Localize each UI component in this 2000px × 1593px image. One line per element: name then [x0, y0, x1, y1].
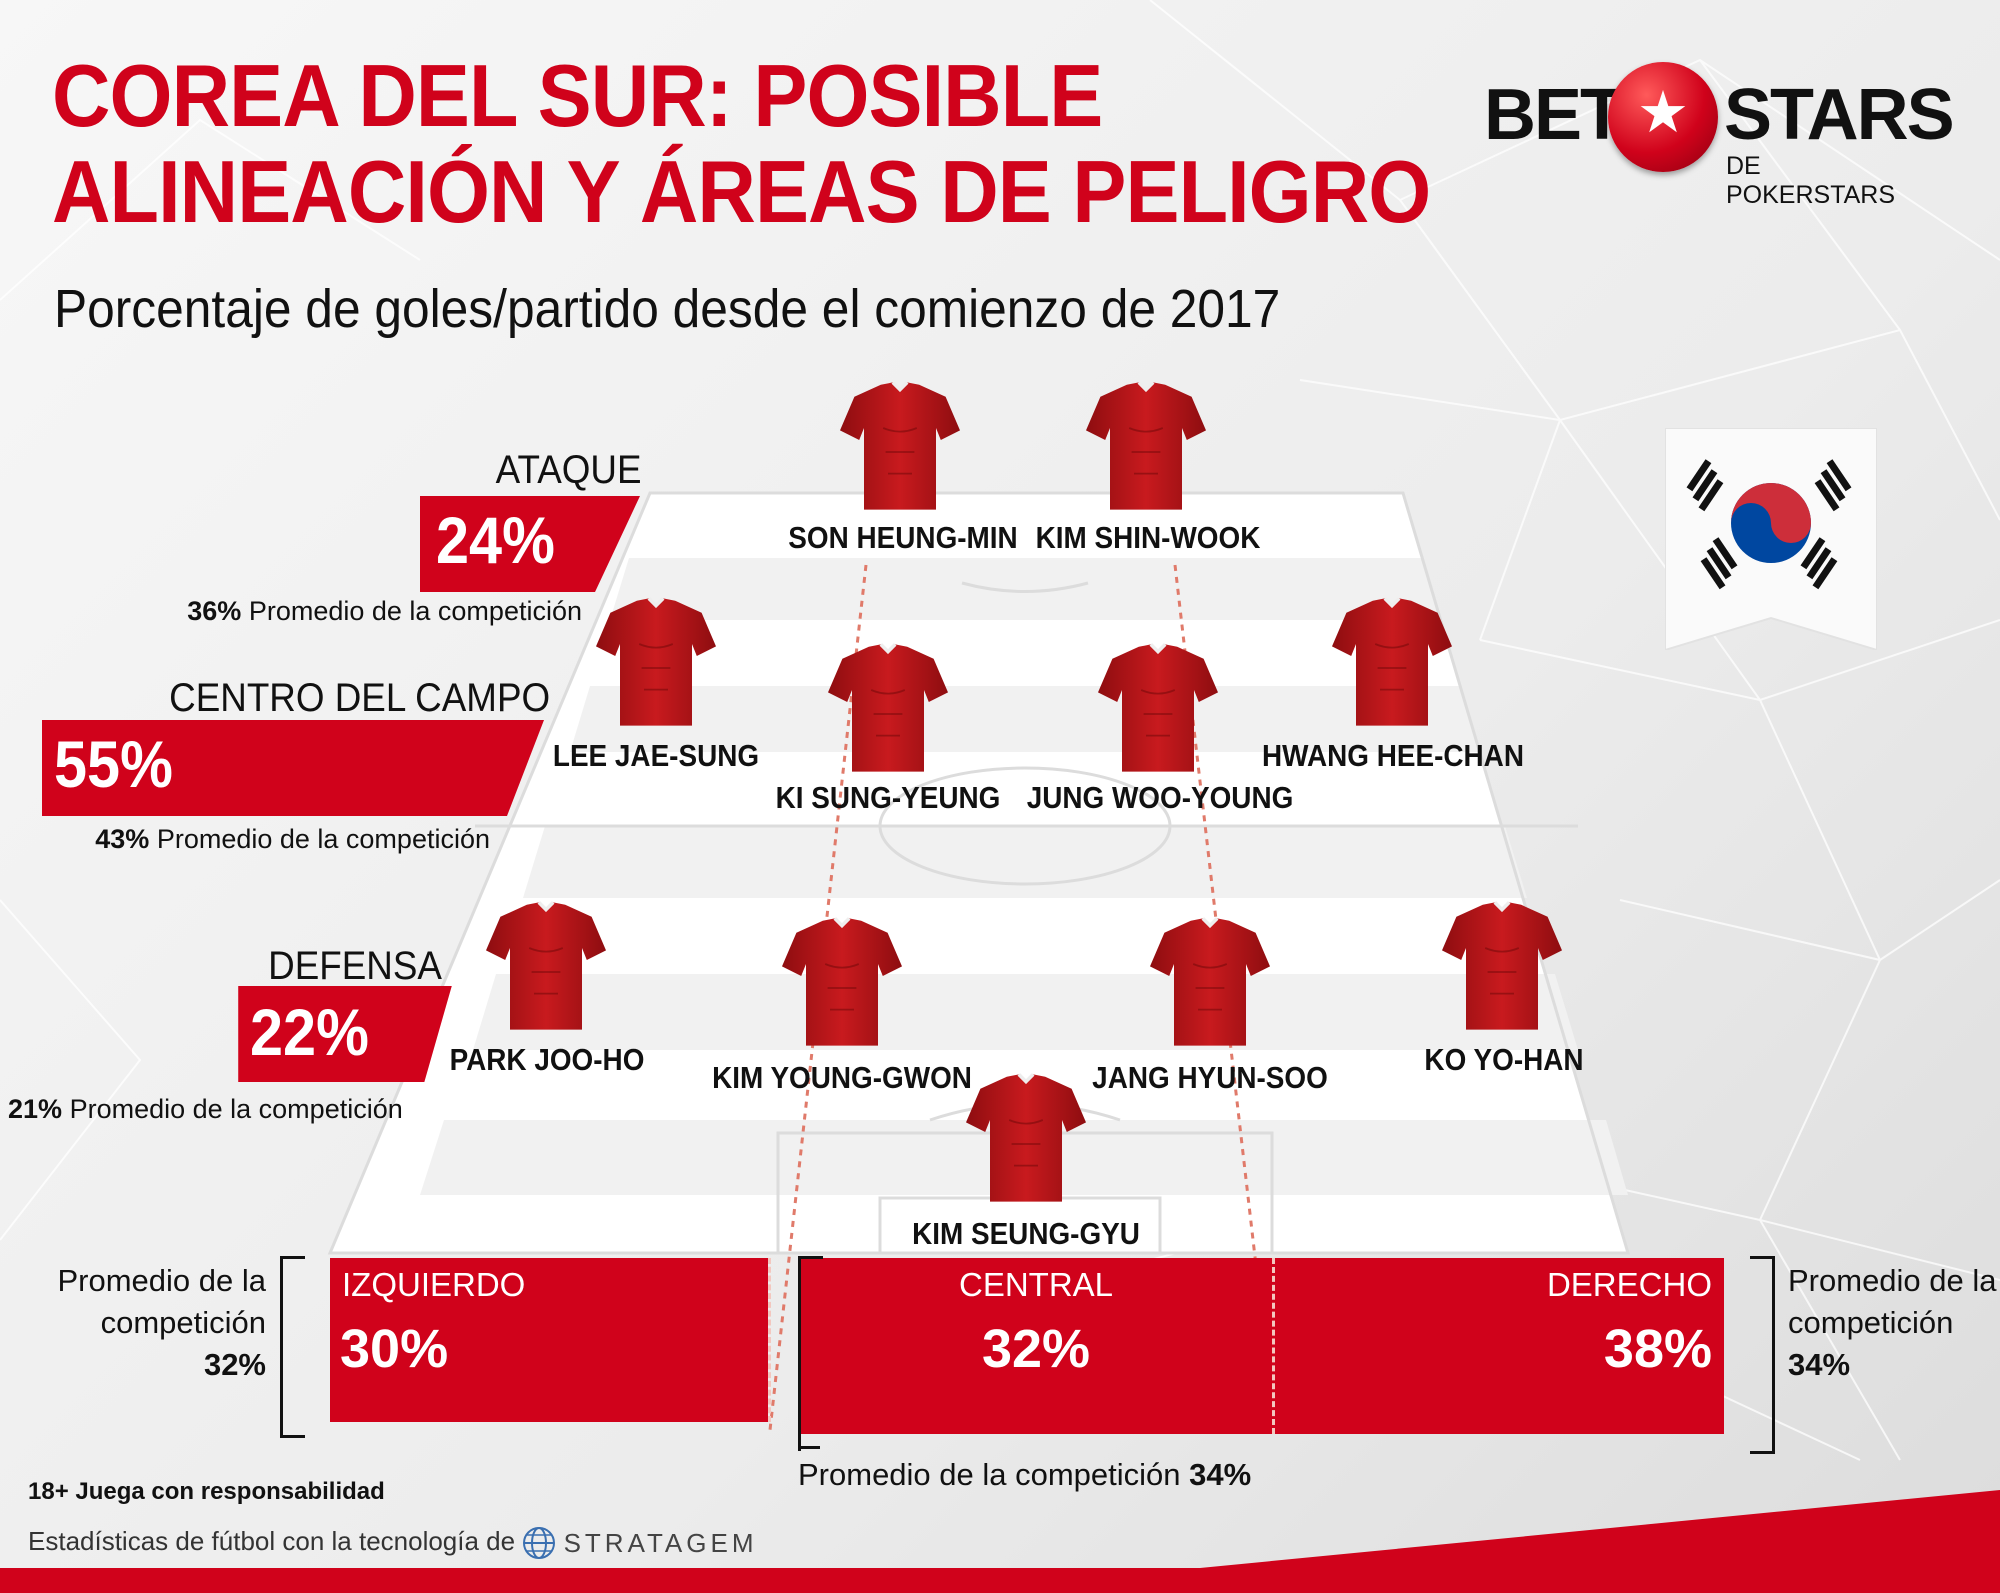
title-line-2: ALINEACIÓN Y ÁREAS DE PELIGRO [52, 142, 1431, 241]
right-side-box: DERECHO 38% [1274, 1258, 1724, 1434]
logo-subtitle: DE POKERSTARS [1726, 152, 1896, 209]
jersey-icon [834, 380, 966, 512]
jersey-icon [1436, 900, 1568, 1032]
defense-pct-box [238, 986, 452, 1082]
section-label-attack: ATAQUE [496, 448, 642, 492]
star-icon: ★ [1637, 80, 1689, 145]
defense-pct: 22% [250, 995, 369, 1069]
stratagem-logo-text: STRATAGEM [563, 1527, 758, 1558]
jersey-icon [590, 596, 722, 728]
jersey-icon [480, 900, 612, 1032]
page-subtitle: Porcentaje de goles/partido desde el com… [54, 279, 1281, 339]
defense-average: 21% Promedio de la competición [8, 1094, 403, 1125]
player-name: SON HEUNG-MIN [788, 520, 1018, 555]
jersey-icon [1092, 642, 1224, 774]
player-name: PARK JOO-HO [449, 1042, 645, 1077]
left-side-average: Promedio de la competición 32% [57, 1260, 266, 1386]
south-korea-flag-icon [1665, 428, 1877, 650]
player-name: KI SUNG-YEUNG [775, 780, 1001, 815]
right-side-average: Promedio de la competición 34% [1788, 1260, 1997, 1386]
left-side-box: IZQUIERDO 30% [330, 1258, 768, 1422]
player-name: KIM SHIN-WOOK [1035, 520, 1261, 555]
pitch-stripes [420, 558, 1628, 1195]
jersey-icon [960, 1072, 1092, 1204]
left-average-line2: competición [100, 1305, 266, 1340]
jersey-icon [1080, 380, 1212, 512]
player-name: KO YO-HAN [1424, 1042, 1584, 1077]
player-name: KIM SEUNG-GYU [912, 1216, 1140, 1251]
defense-average-text: Promedio de la competición [69, 1094, 403, 1124]
player-name: HWANG HEE-CHAN [1262, 738, 1524, 773]
attack-average-text: Promedio de la competición [248, 596, 582, 626]
player-name: KIM YOUNG-GWON [712, 1060, 972, 1095]
jersey-icon [822, 642, 954, 774]
midfield-average-text: Promedio de la competición [156, 824, 490, 854]
player-name: LEE JAE-SUNG [552, 738, 760, 773]
attack-pct: 24% [436, 503, 555, 577]
bottom-band [0, 1490, 2000, 1593]
center-bracket-bottom [798, 1446, 820, 1449]
title-line-1: COREA DEL SUR: POSIBLE [52, 46, 1103, 145]
right-average-line2: competición [1788, 1305, 1954, 1340]
defense-average-value: 21% [8, 1094, 63, 1124]
center-side-label: CENTRAL [958, 1266, 1114, 1303]
left-average-value: 32% [203, 1347, 266, 1382]
attack-average-value: 36% [187, 596, 242, 626]
left-side-label: IZQUIERDO [342, 1266, 526, 1303]
section-label-defense: DEFENSA [268, 944, 442, 988]
right-bracket [1750, 1256, 1775, 1454]
center-side-pct: 32% [981, 1319, 1091, 1379]
center-average-text: Promedio de la competición [798, 1457, 1181, 1492]
tech-credit: Estadísticas de fútbol con la tecnología… [28, 1526, 758, 1560]
right-side-pct: 38% [1603, 1319, 1712, 1379]
center-bracket [798, 1256, 823, 1451]
center-average-value: 34% [1189, 1457, 1252, 1492]
left-side-pct: 30% [340, 1319, 449, 1379]
attack-pct-box [420, 496, 640, 592]
player-name: JANG HYUN-SOO [1092, 1060, 1328, 1095]
logo-text-bet: BET [1484, 75, 1624, 155]
midfield-pct: 55% [54, 727, 173, 801]
betstars-logo: BET ★ STARS DE POKERSTARS [1480, 62, 1955, 209]
attack-average: 36% Promedio de la competición [187, 596, 582, 627]
midfield-average-value: 43% [95, 824, 150, 854]
jersey-icon [776, 916, 908, 1048]
left-average-line1: Promedio de la [57, 1263, 266, 1298]
left-divider [768, 1258, 771, 1422]
midfield-pct-box [42, 720, 544, 816]
jersey-icon [1326, 596, 1458, 728]
right-side-label: DERECHO [1546, 1266, 1712, 1303]
midfield-average: 43% Promedio de la competición [95, 824, 490, 855]
logo-text-stars: STARS [1724, 75, 1955, 155]
left-bracket [280, 1256, 305, 1438]
right-average-line1: Promedio de la [1788, 1263, 1997, 1298]
center-side-box: CENTRAL 32% [798, 1258, 1274, 1434]
jersey-icon [1144, 916, 1276, 1048]
right-divider [1272, 1258, 1275, 1434]
responsible-gambling-note: 18+ Juega con responsabilidad [28, 1478, 385, 1505]
player-name: JUNG WOO-YOUNG [1026, 780, 1294, 815]
center-side-average: Promedio de la competición 34% [798, 1454, 1251, 1496]
globe-icon [523, 1527, 556, 1560]
page-title: COREA DEL SUR: POSIBLE ALINEACIÓN Y ÁREA… [52, 46, 1431, 241]
right-average-value: 34% [1788, 1347, 1851, 1382]
tech-credit-text: Estadísticas de fútbol con la tecnología… [28, 1526, 516, 1556]
soccer-ball-icon: ★ [1608, 62, 1718, 172]
section-label-midfield: CENTRO DEL CAMPO [169, 676, 550, 720]
